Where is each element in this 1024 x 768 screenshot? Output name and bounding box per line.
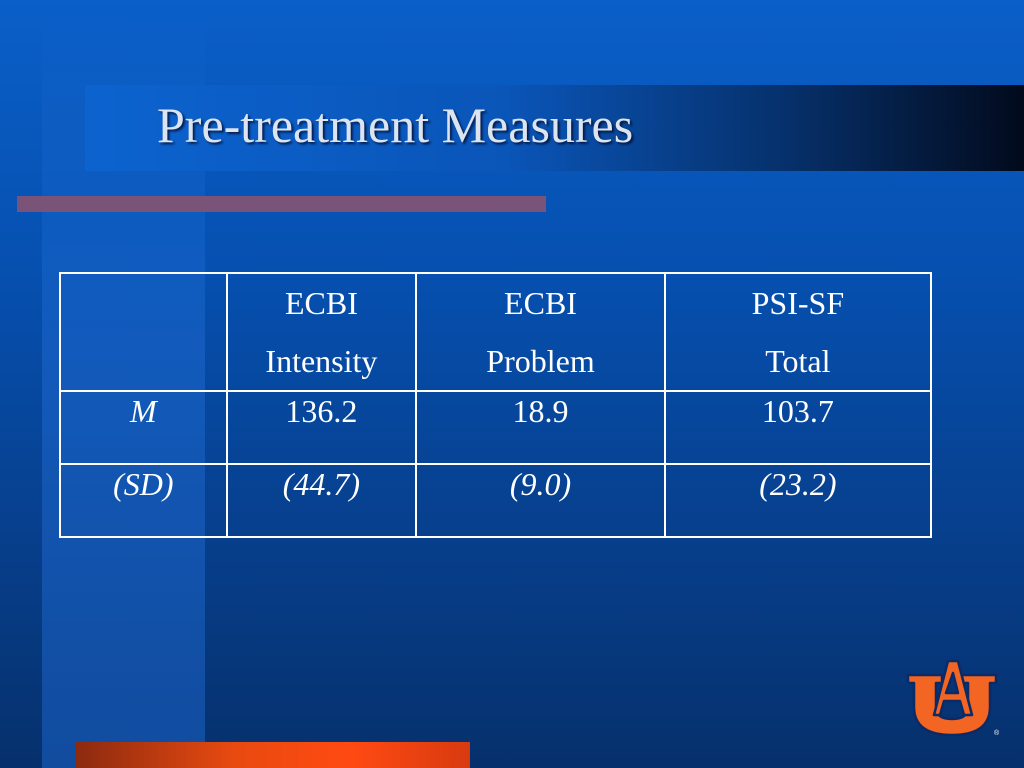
header-line: ECBI [504, 285, 577, 321]
au-logo-icon [906, 659, 998, 737]
bottom-accent-bar [76, 742, 470, 768]
header-line: PSI-SF [751, 285, 845, 321]
header-cell-ecbi-intensity: ECBI Intensity [225, 272, 418, 392]
table-cell: (23.2) [663, 463, 933, 538]
header-cell-empty [59, 272, 228, 392]
table-row-sd: (SD) (44.7) (9.0) (23.2) [59, 463, 933, 538]
header-line: Total [765, 343, 831, 379]
table-header-row: ECBI Intensity ECBI Problem PSI-SF Total [59, 272, 933, 392]
header-line: Intensity [265, 343, 378, 379]
header-line: Problem [486, 343, 595, 379]
table-cell: 103.7 [663, 390, 933, 465]
table-cell: 18.9 [415, 390, 666, 465]
table-cell: 136.2 [225, 390, 418, 465]
header-cell-ecbi-problem: ECBI Problem [415, 272, 666, 392]
table-row-mean: M 136.2 18.9 103.7 [59, 390, 933, 465]
accent-bar [17, 196, 546, 212]
table-cell: (44.7) [225, 463, 418, 538]
row-label-sd: (SD) [59, 463, 228, 538]
title-band [85, 85, 1024, 171]
slide-title: Pre-treatment Measures [157, 97, 634, 153]
table-cell: (9.0) [415, 463, 666, 538]
header-cell-psi-sf-total: PSI-SF Total [663, 272, 933, 392]
au-logo: ® [906, 659, 1000, 737]
registered-mark: ® [994, 729, 1000, 737]
measures-table: ECBI Intensity ECBI Problem PSI-SF Total… [59, 272, 933, 538]
row-label-mean: M [59, 390, 228, 465]
header-line: ECBI [284, 285, 358, 321]
